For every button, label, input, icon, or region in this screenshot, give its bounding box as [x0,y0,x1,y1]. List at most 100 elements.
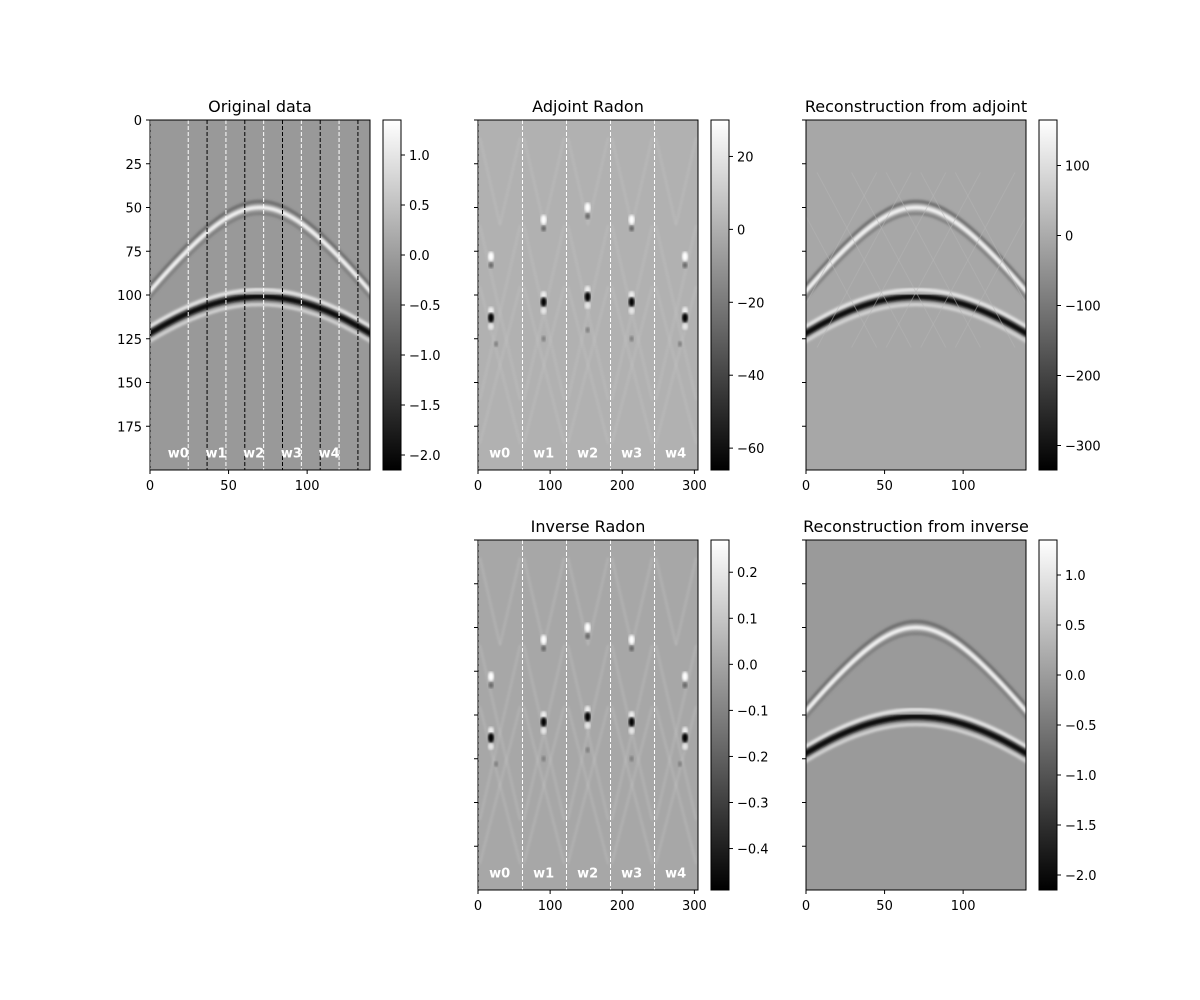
radon-focus-trough [585,213,591,220]
window-label: w0 [489,867,510,882]
radon-sweep [499,557,521,646]
radon-sweep [567,706,609,864]
event-upper-trough [806,619,1026,708]
radon-focus-peak [682,306,689,315]
radon-sweep [611,286,653,444]
x-tick-label: 50 [876,899,893,914]
event-lower-trough [150,293,370,337]
y-tick-label: 75 [125,245,142,260]
radon-focus-peak [584,202,591,213]
radon-sweep [479,137,501,226]
radon-sweep [655,706,697,864]
colorbar-tick-label: 0 [1065,230,1073,245]
radon-focus-peak [487,726,494,735]
x-tick-label: 50 [876,479,893,494]
radon-sweep [567,557,589,646]
radon-focus-trough [629,645,635,652]
colorbar-tick-label: −300 [1065,440,1101,455]
event-lower-trough [806,713,1026,757]
colorbar [710,539,730,891]
colorbar-tick-label: −60 [737,442,764,457]
colorbar-tick-label: −2.0 [409,449,441,464]
colorbar-tick-label: −1.0 [1065,769,1097,784]
radon-focus-flat [629,755,634,762]
radon-sweep [567,137,589,226]
radon-focus-peak [584,705,591,714]
event-lower-peak [806,303,1026,343]
x-tick-label: 200 [610,479,635,494]
x-tick-label: 100 [538,899,563,914]
colorbar-tick-label: −0.4 [737,843,769,858]
radon-focus-peak [540,214,547,225]
radon-focus-trough [682,312,689,323]
event-upper-peak [806,205,1026,295]
colorbar-tick-label: 0.2 [737,566,758,581]
colorbar [710,119,730,471]
image-inverse-radon: w0 w1 w2 w3 w4 [478,540,698,890]
colorbar-tick-label: −0.1 [737,704,769,719]
panel-reconstruction-adjoint: Reconstruction from adjoint 0 50 100 100 0 −10… [802,97,1101,494]
x-tick-label: 0 [802,479,810,494]
colorbar-tick-label: 1.0 [1065,569,1086,584]
radon-focus-peak [584,622,591,633]
y-tick-label: 125 [117,333,142,348]
window-label: w2 [243,447,264,462]
x-tick-label: 0 [802,899,810,914]
radon-sweep [611,137,633,226]
radon-focus-trough [682,262,688,269]
radon-sweep [523,137,545,226]
radon-sweep [567,644,609,821]
radon-sweep [655,557,677,646]
colorbar-tick-label: 100 [1065,160,1090,175]
radon-sweep [523,286,565,444]
radon-focus-sidelobe [540,727,547,735]
radon-focus-peak [540,711,547,719]
artifact-line [806,172,878,305]
radon-focus-flat [629,335,634,342]
colorbar-tick-label: −100 [1065,300,1101,315]
colorbar-tick-label: −1.0 [409,349,441,364]
panel-title: Adjoint Radon [532,97,644,116]
radon-focus-sidelobe [487,323,494,330]
window-label: w0 [168,447,189,462]
radon-sweep [479,224,521,401]
radon-focus-flat [541,755,546,762]
artifact-line [885,172,981,348]
window-label: w3 [621,867,642,882]
colorbar [1038,539,1058,891]
x-tick-label: 100 [951,479,976,494]
event-upper-peak [806,625,1026,715]
y-tick-label: 50 [125,202,142,217]
radon-sweep [523,706,565,864]
radon-sweep [611,557,633,646]
radon-focus-peak [584,285,591,294]
radon-sweep [675,137,697,226]
radon-focus-peak [682,671,689,682]
colorbar-tick-label: −2.0 [1065,869,1097,884]
colorbar-tick-label: 0 [737,223,745,238]
image-original: w0 w1 w2 w3 w4 [150,120,370,470]
y-tick-label: 100 [117,289,142,304]
y-tick-label: 150 [117,377,142,392]
artifact-line [816,172,912,348]
radon-sweep [523,557,545,646]
event-upper-trough [150,199,370,288]
radon-focus-peak [628,214,635,225]
window-label: w1 [205,447,226,462]
colorbar-tick-label: −1.5 [409,399,441,414]
radon-sweep [655,644,697,821]
x-tick-label: 0 [474,899,482,914]
radon-sweep [567,224,609,401]
window-label: w4 [665,867,686,882]
radon-sweep [655,137,677,226]
x-tick-label: 0 [474,479,482,494]
x-tick-label: 100 [538,479,563,494]
radon-focus-sidelobe [682,323,689,330]
artifact-line [920,172,1016,348]
radon-sweep [587,557,609,646]
colorbar-tick-label: 0.5 [409,199,430,214]
radon-focus-flat [677,761,682,767]
radon-focus-trough [540,297,547,307]
colorbar-tick-label: 1.0 [409,149,430,164]
